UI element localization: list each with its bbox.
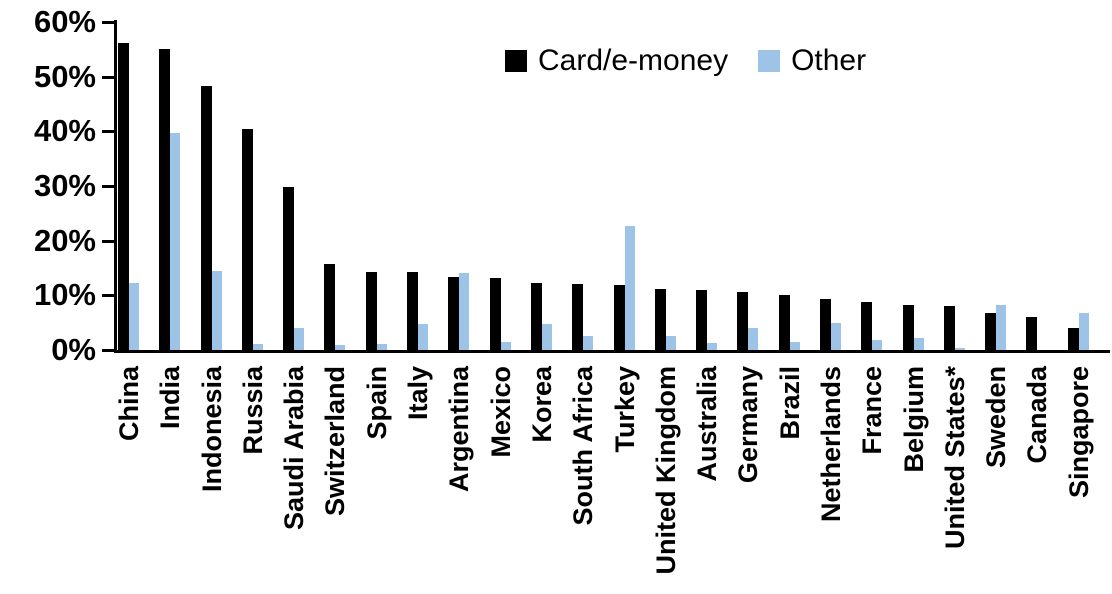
bar-card-e-money [530,282,542,350]
y-axis-tick [102,130,114,134]
x-axis-label: United States* [939,366,970,550]
bar-other [294,328,305,350]
x-axis-label: Australia [692,366,723,482]
bar-card-e-money [861,301,873,350]
bar-card-e-money [572,284,584,350]
x-axis-label: Korea [526,366,557,443]
bar-other [872,340,883,350]
bar-other [335,345,346,350]
y-axis-tick [102,185,114,188]
y-axis-tick-label: 0% [51,332,96,367]
bar-card-e-money [654,288,666,350]
bar-card-e-money [985,313,997,350]
x-axis-label: Spain [361,366,392,440]
chart-legend: Card/e-money Other [505,44,866,78]
x-axis-label: Russia [237,366,268,455]
bar-card-e-money [778,294,790,350]
bar-other [376,343,387,350]
x-axis-label: Indonesia [196,366,227,493]
legend-item-card-e-money: Card/e-money [505,44,728,78]
x-axis-label: South Africa [568,366,599,526]
bar-other [913,337,924,350]
y-axis-line [114,20,117,353]
bar-card-e-money [324,264,336,350]
x-axis-label: Mexico [485,366,516,458]
bar-card-e-money [696,289,708,350]
bar-other [459,273,470,350]
bar-other [707,343,718,350]
y-axis-tick-label: 30% [33,168,96,203]
bar-card-e-money [1026,317,1038,350]
legend-swatch-card-e-money [505,50,527,72]
x-axis-label: United Kingdom [650,366,681,575]
x-axis-label: Saudi Arabia [279,366,310,531]
bar-card-e-money [943,306,955,350]
x-axis-label: Netherlands [815,366,846,523]
y-axis-tick-label: 50% [33,58,96,94]
legend-label-card-e-money: Card/e-money [538,44,729,77]
x-axis-label: Sweden [981,366,1012,469]
bar-card-e-money [407,272,419,350]
y-axis-tick [102,239,114,243]
bar-other [665,335,676,350]
x-axis-label: Brazil [774,366,805,440]
legend-label-other: Other [791,44,867,77]
y-axis-tick-label: 60% [33,4,96,39]
bar-card-e-money [489,278,501,350]
y-axis-tick [102,75,114,79]
y-axis-tick-label: 10% [33,277,96,313]
bar-other [996,305,1007,350]
y-axis-tick-label: 20% [33,222,96,258]
bar-other [170,132,181,350]
x-axis-label: Turkey [609,366,640,453]
bar-other [418,324,429,350]
y-axis-tick [102,294,114,298]
x-axis-line [114,350,1110,353]
bar-other [252,343,263,350]
bar-card-e-money [365,272,377,350]
x-axis-label: Singapore [1063,366,1094,499]
bar-other [541,324,552,350]
bar-card-e-money [613,285,625,350]
x-axis-label: France [857,366,888,455]
bar-card-e-money [819,299,831,350]
legend-swatch-other [758,50,781,72]
bar-card-e-money [1067,328,1079,350]
bar-other [954,348,965,350]
bar-card-e-money [448,276,460,350]
bar-other [129,282,139,350]
x-axis-label: Switzerland [320,366,351,517]
y-axis-tick [102,21,114,24]
bar-other [624,226,635,350]
bar-other [748,327,759,350]
bar-card-e-money [118,42,129,350]
bar-other [500,342,511,350]
bar-card-e-money [241,128,253,350]
x-axis-label: India [155,366,186,430]
y-axis-tick [102,349,114,352]
x-axis-label: Belgium [898,366,929,473]
bar-card-e-money [200,85,212,350]
x-axis-label: Canada [1022,366,1053,464]
y-axis-tick-label: 40% [33,113,96,149]
bar-card-e-money [737,291,749,350]
bar-other [211,270,222,350]
bar-other [830,322,841,350]
bar-other [583,336,594,350]
legend-item-other: Other [758,44,866,78]
x-axis-label: Italy [403,366,434,421]
bar-card-e-money [283,187,295,350]
bar-other [1078,313,1089,350]
bar-card-e-money [902,304,914,350]
bar-card-e-money [159,49,171,350]
x-axis-label: China [114,366,144,442]
bar-other [789,342,800,350]
x-axis-label: Argentina [444,366,475,493]
x-axis-label: Germany [733,366,764,484]
